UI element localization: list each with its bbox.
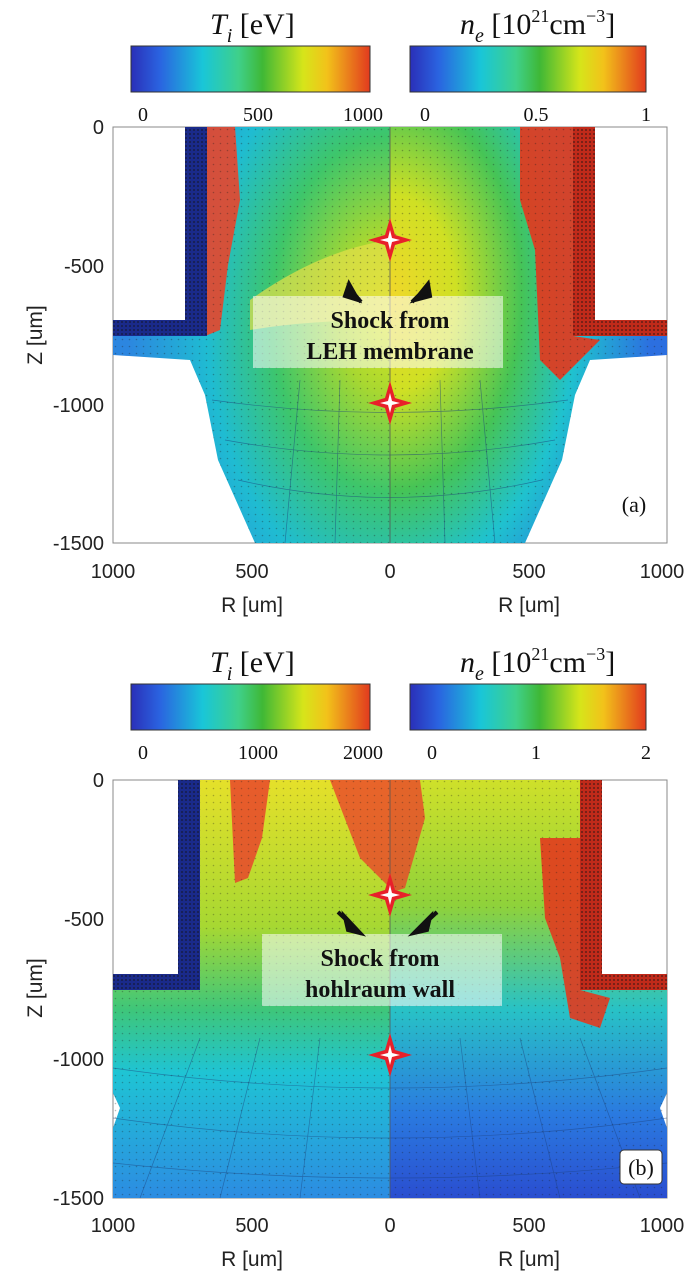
ne-colorbar-title: ne [1021cm−3] — [460, 644, 615, 685]
ne-colorbar-tick: 1 — [531, 742, 541, 764]
panel-label: (b) — [628, 1155, 654, 1180]
x-axis-label-right: R [um] — [498, 1248, 560, 1271]
star-marker-icon — [368, 381, 412, 425]
panel-b: Ti [eV] 0 1000 2000 ne [1021cm−3] 0 1 2 … — [0, 638, 700, 1276]
ti-colorbar-title: Ti [eV] — [210, 646, 295, 685]
ti-colorbar-tick: 500 — [243, 104, 273, 126]
panel-a-svg: Ti [eV] 0 500 1000 ne [1021cm−3] 0 0.5 1 — [24, 6, 685, 617]
panel-label-box — [619, 1149, 663, 1185]
x-tick: 1000 — [640, 1215, 685, 1237]
y-tick: -1500 — [53, 533, 104, 555]
shock-arrow-icon — [342, 279, 363, 304]
x-axis-label-left: R [um] — [221, 594, 283, 617]
ti-colorbar-tick: 0 — [138, 104, 148, 126]
y-tick: -1000 — [53, 1049, 104, 1071]
ti-colorbar — [130, 683, 371, 731]
ne-colorbar-tick: 2 — [641, 742, 651, 764]
x-tick: 1000 — [640, 561, 685, 583]
y-axis-label: Z [um] — [24, 958, 47, 1018]
ne-colorbar-tick: 0 — [427, 742, 437, 764]
plot-area-a: Shock from LEH membrane (a) — [112, 126, 668, 544]
y-tick: -1500 — [53, 1188, 104, 1210]
x-tick: 0 — [384, 561, 395, 583]
panel-a: Ti [eV] 0 500 1000 ne [1021cm−3] 0 0.5 1 — [24, 6, 685, 617]
panel-label-box — [612, 487, 656, 521]
ti-colorbar-tick: 1000 — [343, 104, 383, 126]
panel-label: (a) — [622, 492, 646, 517]
x-tick: 500 — [512, 1215, 545, 1237]
wall-mesh-right — [573, 127, 667, 336]
plot-area-b: Shock from hohlraum wall (b) — [112, 779, 668, 1199]
shock-arrow-icon — [409, 279, 433, 304]
star-marker-icon — [368, 873, 412, 917]
wall-mesh-right — [580, 780, 667, 990]
y-tick: 0 — [93, 117, 104, 139]
x-tick: 0 — [384, 1215, 395, 1237]
ne-colorbar — [409, 45, 647, 93]
wall-mesh-left — [113, 780, 200, 990]
x-axis-label-left: R [um] — [221, 1248, 283, 1271]
y-axis-label: Z [um] — [24, 305, 47, 365]
ti-colorbar-tick: 1000 — [238, 742, 278, 764]
star-marker-icon — [368, 1033, 412, 1077]
ti-colorbar — [130, 45, 371, 93]
annotation-line2: LEH membrane — [306, 339, 474, 365]
x-tick: 500 — [512, 561, 545, 583]
y-tick: 0 — [93, 770, 104, 792]
y-tick: -1000 — [53, 395, 104, 417]
shock-arrow-icon — [407, 910, 439, 937]
x-tick: 500 — [235, 561, 268, 583]
ne-colorbar — [409, 683, 647, 731]
y-tick: -500 — [64, 909, 104, 931]
panel-b-svg: Ti [eV] 0 1000 2000 ne [1021cm−3] 0 1 2 … — [24, 644, 685, 1271]
ne-colorbar-tick: 0.5 — [524, 104, 549, 126]
annotation-box — [262, 934, 502, 1006]
annotation-line1: Shock from — [331, 308, 450, 334]
ti-colorbar-tick: 0 — [138, 742, 148, 764]
annotation-line1: Shock from — [321, 946, 440, 972]
ne-colorbar-tick: 1 — [641, 104, 651, 126]
x-tick: 1000 — [91, 1215, 136, 1237]
ne-colorbar-title: ne [1021cm−3] — [460, 6, 615, 47]
ti-colorbar-tick: 2000 — [343, 742, 383, 764]
ne-colorbar-tick: 0 — [420, 104, 430, 126]
ti-colorbar-title: Ti [eV] — [210, 8, 295, 47]
annotation-box — [253, 296, 503, 368]
x-tick: 1000 — [91, 561, 136, 583]
shock-arrow-icon — [336, 910, 367, 937]
wall-mesh-left — [113, 127, 207, 336]
x-axis-label-right: R [um] — [498, 594, 560, 617]
annotation-line2: hohlraum wall — [305, 977, 455, 1003]
y-tick: -500 — [64, 256, 104, 278]
x-tick: 500 — [235, 1215, 268, 1237]
star-marker-icon — [368, 218, 412, 262]
